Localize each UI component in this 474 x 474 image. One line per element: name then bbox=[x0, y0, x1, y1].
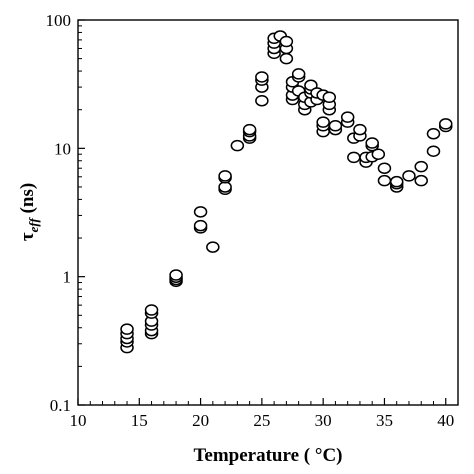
y-axis-title: τeff (ns) bbox=[17, 183, 41, 241]
x-tick-label: 10 bbox=[70, 411, 87, 430]
data-point bbox=[365, 137, 379, 149]
data-point bbox=[144, 304, 159, 316]
data-point bbox=[353, 123, 367, 136]
data-point bbox=[377, 174, 392, 187]
y-axis-ticks: 0.1 1 10 100 bbox=[46, 11, 85, 415]
data-point bbox=[371, 148, 386, 160]
data-point bbox=[279, 35, 294, 48]
data-point bbox=[255, 71, 269, 83]
data-point bbox=[279, 52, 294, 65]
data-point bbox=[389, 175, 404, 188]
y-tick-label: 10 bbox=[54, 139, 71, 158]
y-axis-title-subscript: eff bbox=[26, 217, 41, 233]
data-point bbox=[438, 118, 453, 130]
x-tick-label: 40 bbox=[437, 411, 454, 430]
y-tick-label: 1 bbox=[63, 268, 72, 287]
data-point bbox=[377, 162, 392, 174]
data-point bbox=[414, 174, 428, 187]
data-point bbox=[414, 160, 428, 173]
data-point bbox=[291, 68, 306, 80]
data-point bbox=[316, 116, 330, 128]
data-point bbox=[402, 170, 416, 182]
data-point bbox=[242, 123, 257, 136]
data-point bbox=[193, 219, 208, 232]
data-point bbox=[120, 323, 134, 335]
data-point bbox=[255, 94, 269, 107]
data-point bbox=[304, 79, 318, 92]
plot-frame bbox=[77, 19, 459, 406]
x-tick-label: 20 bbox=[192, 411, 209, 430]
y-axis-title-symbol: τ bbox=[17, 232, 38, 241]
data-point bbox=[218, 170, 232, 182]
x-tick-label: 15 bbox=[131, 411, 148, 430]
data-point bbox=[193, 206, 208, 218]
y-tick-label: 100 bbox=[46, 11, 72, 30]
y-tick-label: 0.1 bbox=[50, 396, 71, 415]
data-points bbox=[120, 30, 453, 354]
data-point bbox=[322, 91, 337, 104]
data-point bbox=[347, 151, 361, 164]
x-tick-label: 35 bbox=[376, 411, 393, 430]
x-tick-label: 25 bbox=[253, 411, 270, 430]
data-point bbox=[340, 111, 355, 123]
data-point bbox=[426, 127, 441, 140]
y-axis-title-unit: (ns) bbox=[17, 183, 38, 218]
x-axis-ticks: 10 15 20 25 30 35 40 bbox=[70, 398, 459, 430]
data-point bbox=[426, 145, 441, 157]
data-point bbox=[169, 269, 183, 281]
x-tick-label: 30 bbox=[315, 411, 332, 430]
data-point bbox=[230, 139, 245, 152]
x-axis-title: Temperature ( °C) bbox=[193, 445, 342, 466]
data-point bbox=[206, 241, 220, 253]
data-point bbox=[328, 119, 343, 132]
